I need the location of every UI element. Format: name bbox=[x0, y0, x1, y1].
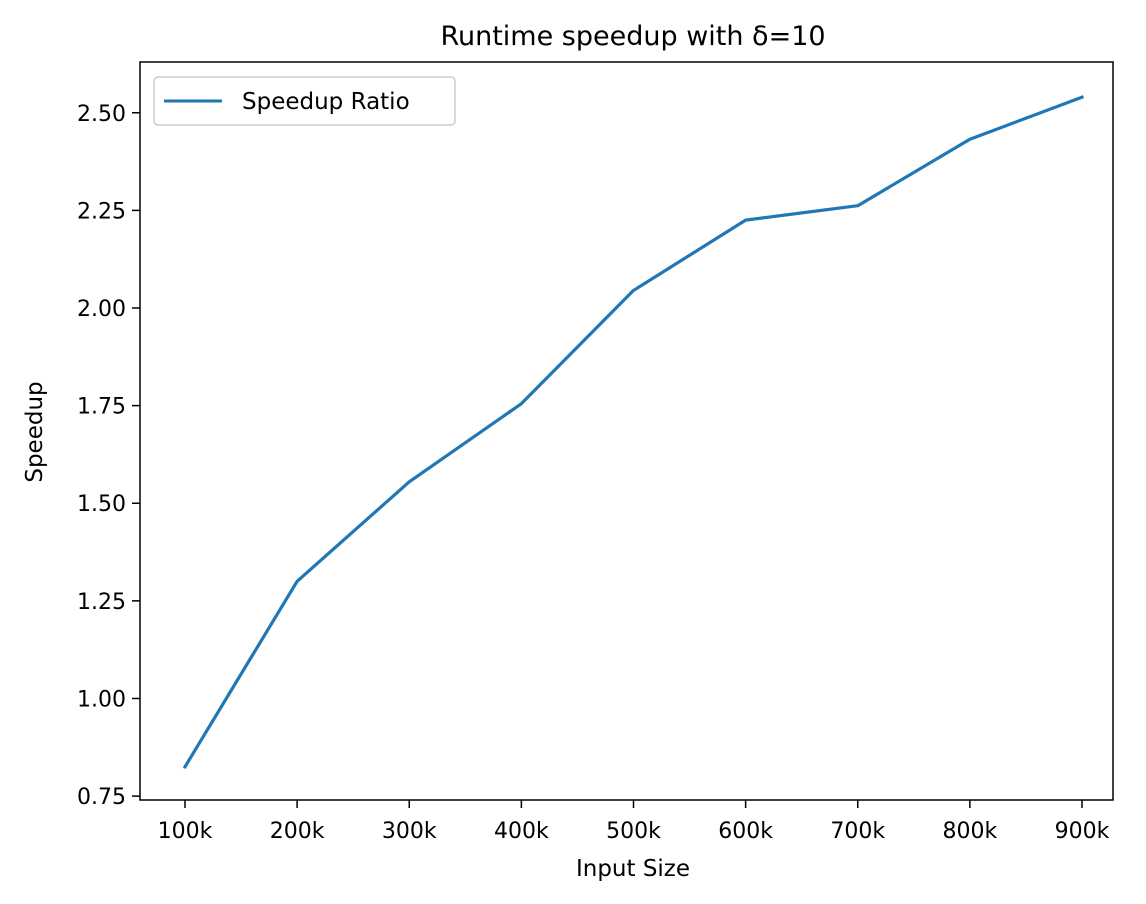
x-tick-label: 500k bbox=[606, 819, 661, 844]
y-tick-label: 0.75 bbox=[77, 785, 126, 810]
chart-title: Runtime speedup with δ=10 bbox=[440, 21, 825, 52]
y-tick-label: 2.50 bbox=[77, 102, 126, 127]
x-tick-label: 600k bbox=[718, 819, 773, 844]
x-tick-label: 900k bbox=[1055, 819, 1110, 844]
x-tick-label: 700k bbox=[830, 819, 885, 844]
y-tick-label: 1.25 bbox=[77, 590, 126, 615]
axes-frame bbox=[139, 61, 1114, 801]
x-tick-label: 200k bbox=[270, 819, 325, 844]
series-line bbox=[182, 95, 1085, 770]
legend-label: Speedup Ratio bbox=[242, 89, 410, 115]
x-tick-label: 800k bbox=[943, 819, 998, 844]
y-tick-label: 1.75 bbox=[77, 395, 126, 420]
x-tick-label: 400k bbox=[494, 819, 549, 844]
plot-area: 100k 200k 300k 400k 500k 600k 700k 800k 900k 0.75… bbox=[77, 61, 1114, 844]
x-tick-label: 300k bbox=[382, 819, 437, 844]
legend: Speedup Ratio bbox=[153, 76, 456, 126]
legend-box bbox=[153, 76, 456, 126]
y-tick-label: 2.00 bbox=[77, 297, 126, 322]
y-axis-label: Speedup bbox=[22, 381, 48, 482]
x-tick-label: 100k bbox=[158, 819, 213, 844]
x-axis-label: Input Size bbox=[576, 856, 690, 882]
y-tick-label: 1.50 bbox=[77, 492, 126, 517]
y-tick-label: 1.00 bbox=[77, 687, 126, 712]
y-tick-label: 2.25 bbox=[77, 199, 126, 224]
